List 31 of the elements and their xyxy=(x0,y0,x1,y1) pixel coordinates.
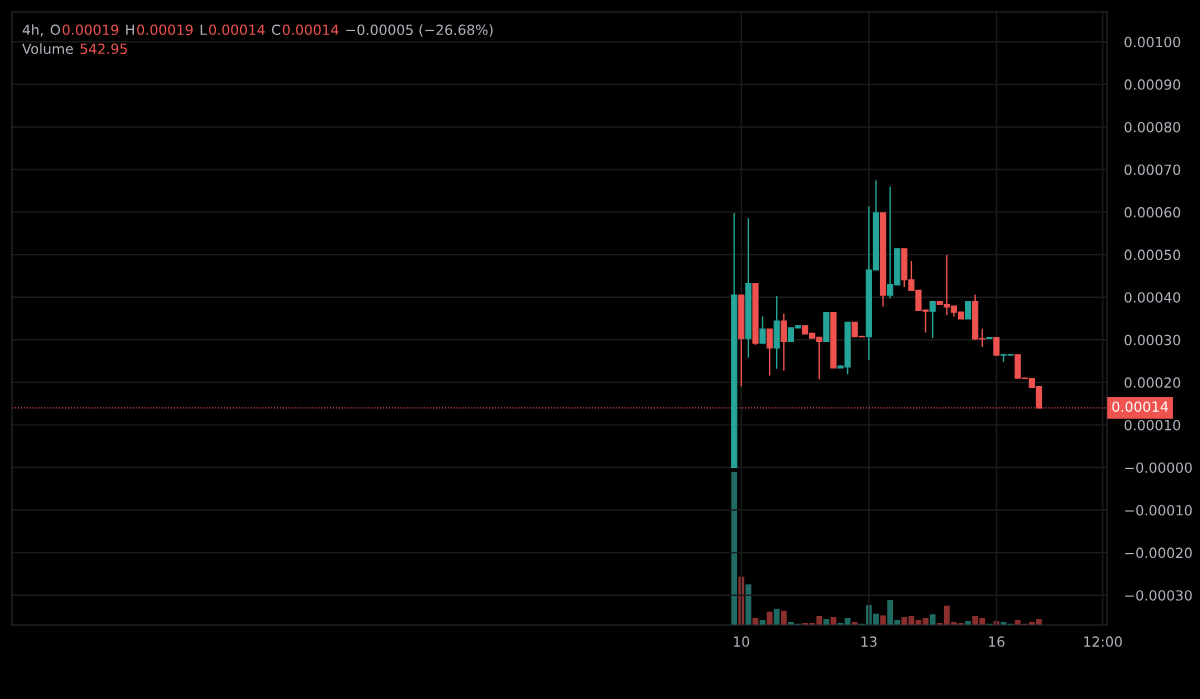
y-tick-label: −0.00030 xyxy=(1125,590,1192,601)
y-tick-label: −0.00000 xyxy=(1125,462,1192,473)
y-tick-label: 0.00080 xyxy=(1124,121,1181,133)
y-tick-label: 0.00020 xyxy=(1124,377,1181,388)
text: H xyxy=(126,24,134,35)
text: 4h, xyxy=(22,24,43,37)
x-tick-label: 13 xyxy=(861,636,877,647)
text: 0.00019 xyxy=(62,24,119,36)
text: O xyxy=(50,24,61,36)
text: −0.00005 (−26.68%) xyxy=(346,24,493,37)
y-tick-label: 0.00100 xyxy=(1124,36,1181,48)
x-tick-label: 16 xyxy=(989,636,1005,647)
y-tick-label: 0.00060 xyxy=(1124,207,1181,218)
text: 0.00014 xyxy=(209,24,265,36)
text: 0.00019 xyxy=(137,24,193,36)
ref-line-label: 0.00014 xyxy=(1112,401,1169,412)
text: C xyxy=(271,24,281,36)
x-tick-label: 10 xyxy=(733,636,750,647)
y-tick-label: −0.00020 xyxy=(1125,547,1192,559)
text: 542.95 xyxy=(80,43,127,55)
y-tick-label: 0.00030 xyxy=(1124,334,1181,346)
y-tick-label: 0.00040 xyxy=(1124,292,1181,303)
text: 0.00014 xyxy=(282,24,339,36)
y-tick-label: 0.00050 xyxy=(1124,249,1181,261)
text: L xyxy=(200,24,208,35)
y-tick-label: −0.00010 xyxy=(1125,505,1192,516)
y-tick-label: 0.00070 xyxy=(1124,164,1181,175)
y-tick-label: 0.00010 xyxy=(1124,419,1181,431)
text: Volume xyxy=(22,43,73,55)
x-tick-label: 12:00 xyxy=(1084,636,1122,647)
y-tick-label: 0.00090 xyxy=(1124,79,1181,90)
